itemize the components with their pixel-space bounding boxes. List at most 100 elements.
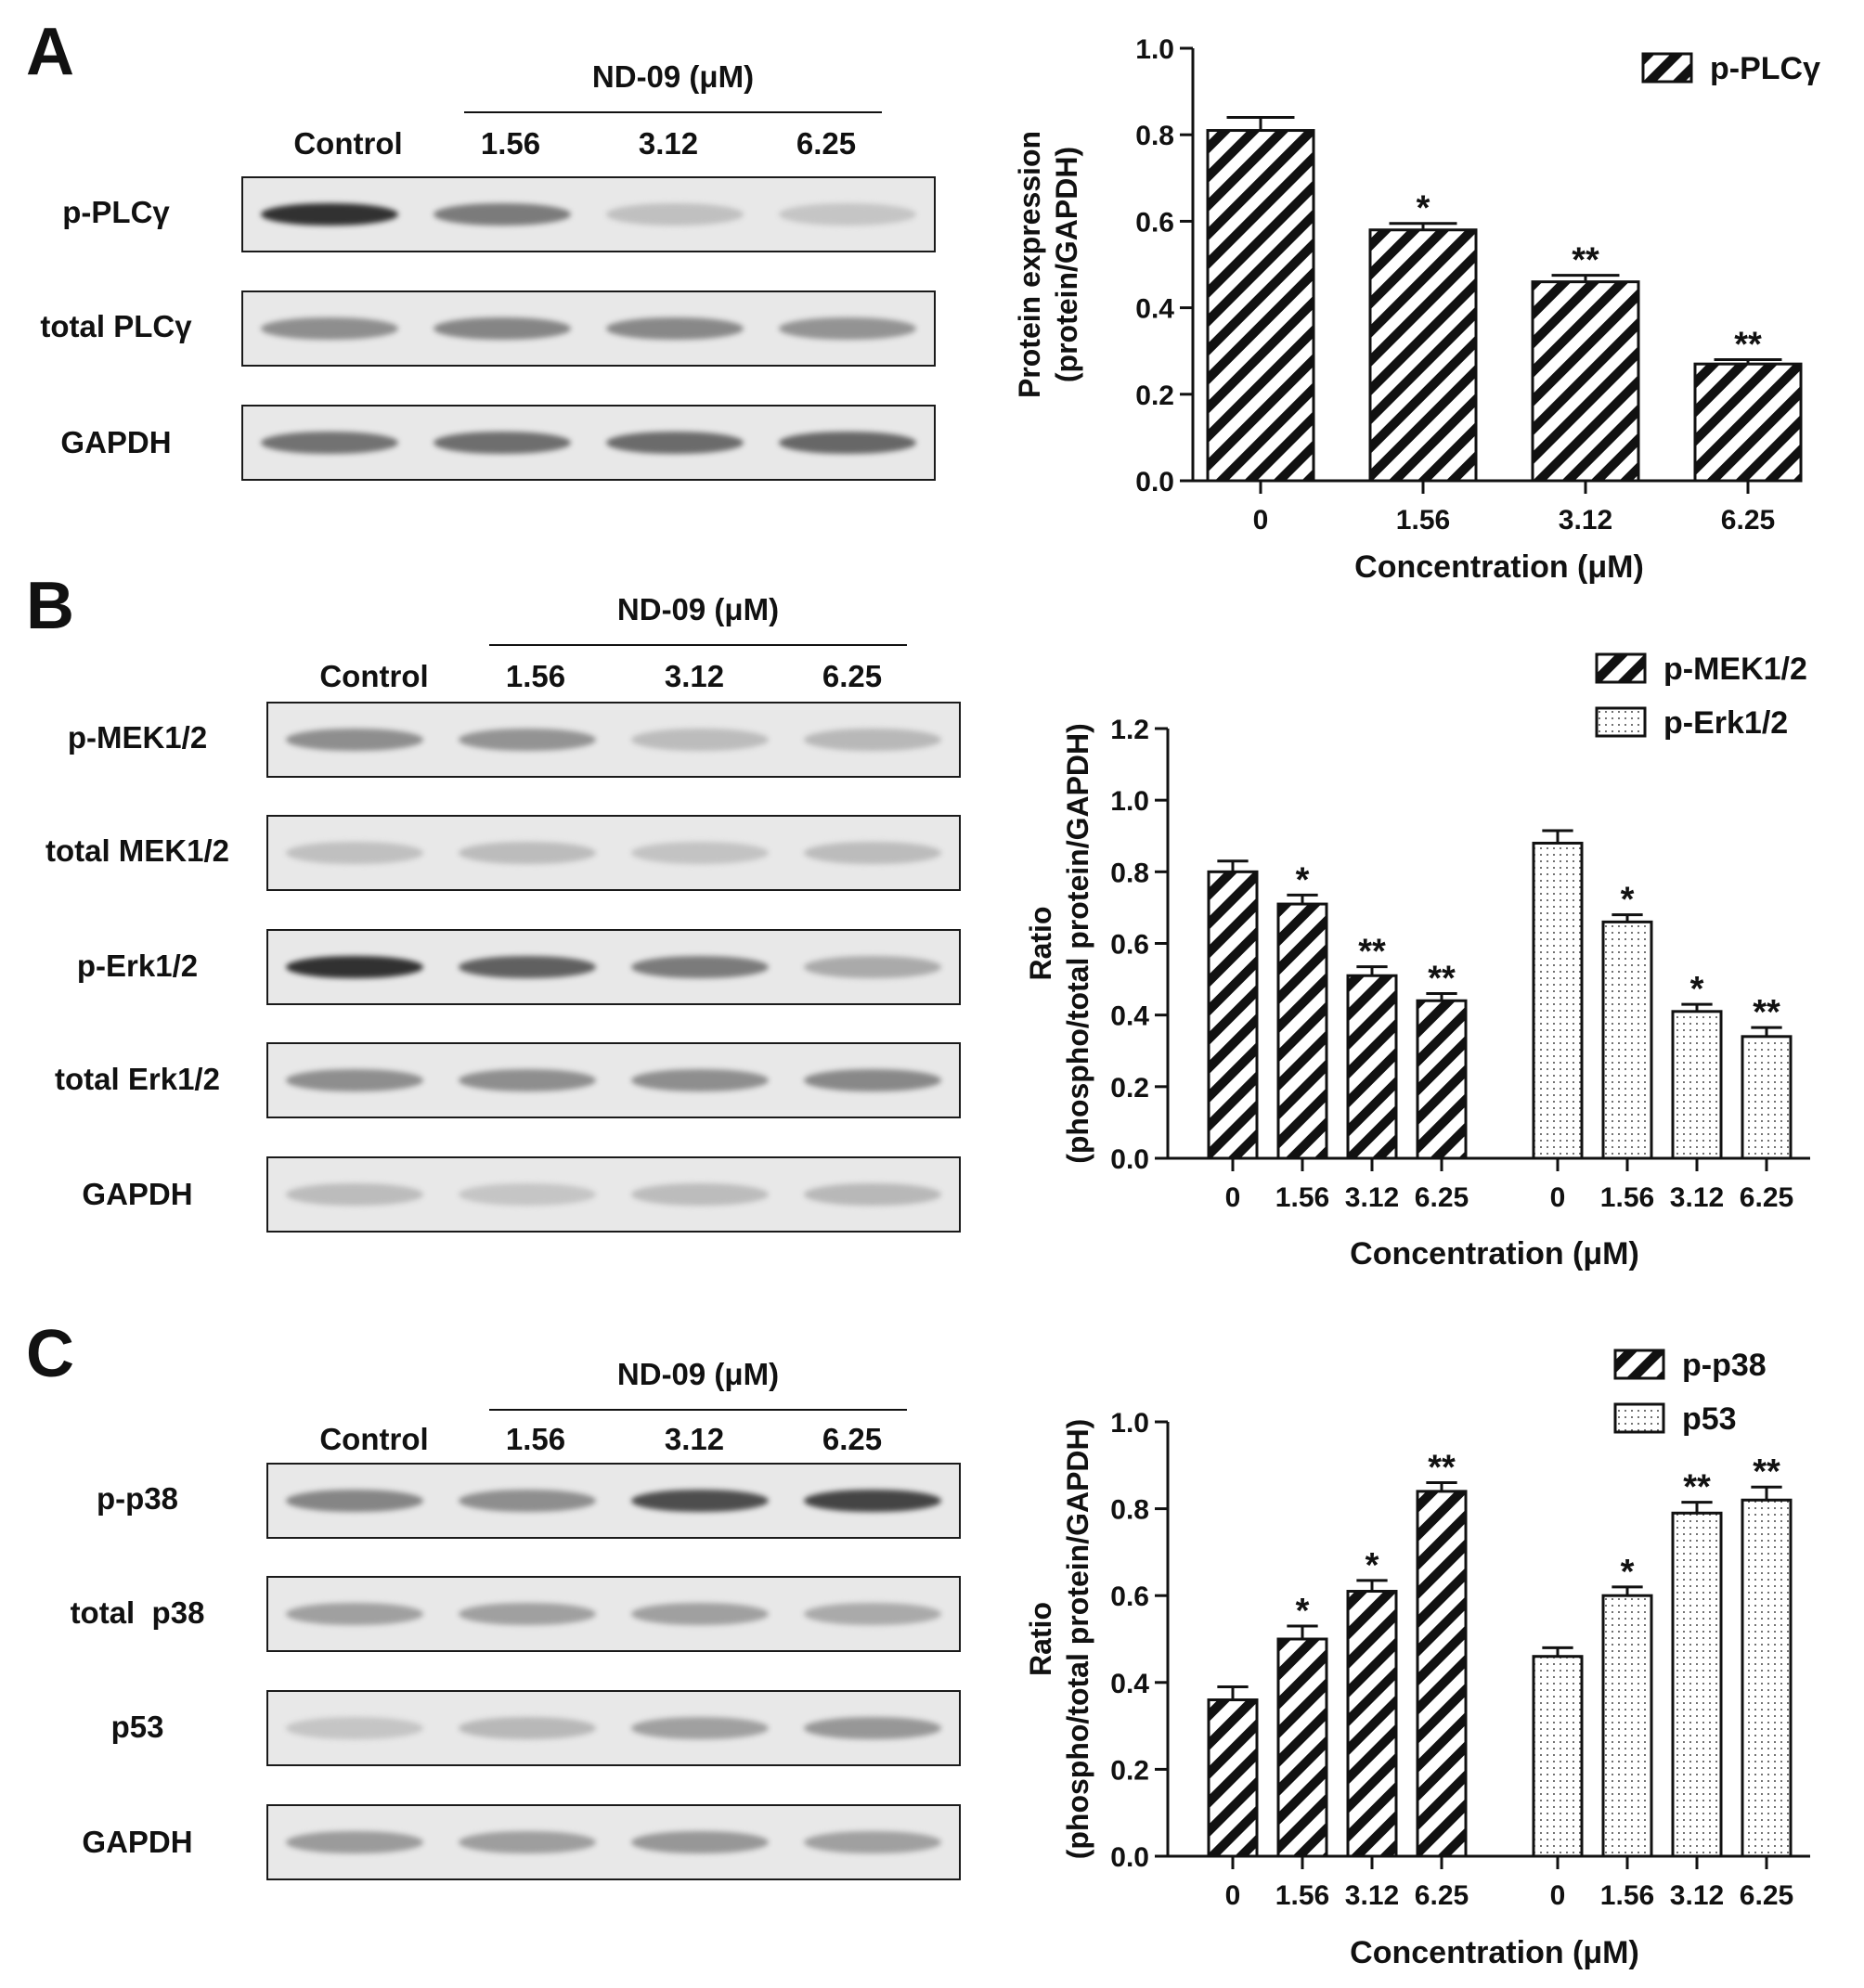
blot-band (630, 841, 770, 865)
y-axis-label: Ratio (1024, 1602, 1057, 1676)
x-tick-label: 6.25 (1721, 505, 1775, 536)
y-tick-label: 0.8 (1110, 1495, 1149, 1526)
lane-label-6-25: 6.25 (796, 126, 857, 161)
blot-row (266, 702, 961, 778)
blot-band (605, 316, 744, 341)
y-axis-label: (phospho/total protein/GAPDH) (1061, 1419, 1094, 1860)
row-label-total-mek: total MEK1/2 (45, 833, 230, 868)
x-tick-label: 1.56 (1600, 1880, 1654, 1911)
bar (1346, 1590, 1398, 1858)
panel-letter-c: C (26, 1317, 74, 1391)
bar (1207, 870, 1259, 1160)
blot-band (433, 316, 572, 341)
legend-label: p-p38 (1682, 1348, 1767, 1383)
blot-band (285, 1830, 424, 1854)
y-tick-label: 0.8 (1135, 121, 1174, 151)
y-tick-label: 0.4 (1110, 1669, 1149, 1699)
bar (1601, 920, 1653, 1160)
treatment-label: ND-09 (μM) (616, 592, 780, 626)
blot-band (458, 1602, 597, 1626)
blot-row (241, 405, 936, 481)
bar (1671, 1511, 1723, 1858)
lane-label-1-56: 1.56 (505, 1422, 566, 1456)
blot-band (458, 728, 597, 752)
row-label-p-mek: p-MEK1/2 (67, 720, 208, 755)
significance-label: ** (1734, 326, 1762, 365)
blot-band (433, 202, 572, 226)
bar (1368, 228, 1478, 483)
blot-band (630, 1068, 770, 1092)
x-axis-label: Concentration (μM) (1350, 1935, 1639, 1970)
blot-band (605, 202, 744, 226)
bar-chart-plcg: 0.0 0.2 0.4 0.6 0.8 1.0 0 * 1.56 ** 3.12 ** 6.25 Conc… (1013, 34, 1820, 585)
bar (1276, 1637, 1328, 1858)
bar (1671, 1010, 1723, 1160)
blot-band (778, 431, 917, 455)
blot-band (803, 955, 942, 979)
y-axis-label: Ratio (1024, 907, 1057, 981)
lane-label-3-12: 3.12 (638, 126, 699, 161)
blot-band (605, 431, 744, 455)
bar (1416, 999, 1468, 1160)
blot-band (285, 1068, 424, 1092)
x-tick-label: 6.25 (1740, 1182, 1793, 1213)
y-tick-label: 1.0 (1135, 34, 1174, 65)
significance-label: * (1417, 189, 1430, 228)
significance-label: ** (1572, 241, 1599, 280)
blot-row (266, 1804, 961, 1880)
y-tick-label: 0.4 (1110, 1001, 1149, 1032)
significance-label: * (1296, 1592, 1310, 1631)
significance-label: ** (1428, 1449, 1456, 1488)
x-tick-label: 0 (1225, 1182, 1241, 1213)
blot-row (266, 1576, 961, 1652)
row-label-total-plcg: total PLCγ (40, 309, 192, 343)
blot-band (285, 841, 424, 865)
x-tick-label: 1.56 (1396, 505, 1450, 536)
blot-row (266, 815, 961, 891)
significance-label: * (1296, 860, 1310, 899)
blot-band (803, 1830, 942, 1854)
x-tick-label: 3.12 (1670, 1880, 1724, 1911)
legend-swatch (1641, 52, 1693, 84)
treatment-label: ND-09 (μM) (591, 59, 755, 94)
lane-label-6-25: 6.25 (822, 1422, 883, 1456)
y-axis-label: Protein expression (1013, 131, 1046, 398)
blot-band (260, 316, 399, 341)
y-tick-label: 0.6 (1110, 930, 1149, 961)
legend-label: p-PLCγ (1710, 51, 1820, 86)
significance-label: * (1621, 881, 1635, 920)
x-tick-label: 0 (1550, 1182, 1566, 1213)
bar (1532, 841, 1584, 1160)
treatment-bracket (489, 644, 907, 646)
blot-band (630, 1830, 770, 1854)
x-tick-label: 3.12 (1345, 1182, 1399, 1213)
significance-label: ** (1428, 960, 1456, 999)
row-label-p-plcg: p-PLCγ (62, 195, 170, 229)
panel-letter-a: A (26, 15, 74, 89)
row-label-total-erk: total Erk1/2 (55, 1062, 220, 1096)
x-tick-label: 6.25 (1415, 1880, 1469, 1911)
blot-band (260, 202, 399, 226)
blot-band (433, 431, 572, 455)
row-label-gapdh: GAPDH (82, 1177, 193, 1211)
blot-band (285, 1182, 424, 1207)
x-tick-label: 3.12 (1345, 1880, 1399, 1911)
bar (1531, 280, 1640, 483)
x-tick-label: 3.12 (1670, 1182, 1724, 1213)
x-tick-label: 1.56 (1600, 1182, 1654, 1213)
blot-band (458, 841, 597, 865)
blot-band (778, 316, 917, 341)
significance-label: ** (1683, 1468, 1711, 1507)
blot-panel-a: ND-09 (μM) Control 1.56 3.12 6.25 p-PLCγ… (0, 0, 965, 520)
bar (1693, 362, 1803, 483)
blot-band (285, 1716, 424, 1740)
lane-label-control: Control (319, 659, 429, 693)
legend-swatch (1613, 1402, 1665, 1434)
blot-row (266, 1042, 961, 1118)
y-tick-label: 1.0 (1110, 1408, 1149, 1439)
legend-label: p-MEK1/2 (1663, 652, 1807, 687)
blot-band (803, 1602, 942, 1626)
blot-band (458, 1182, 597, 1207)
blot-band (285, 1489, 424, 1513)
y-tick-label: 0.4 (1135, 294, 1174, 325)
